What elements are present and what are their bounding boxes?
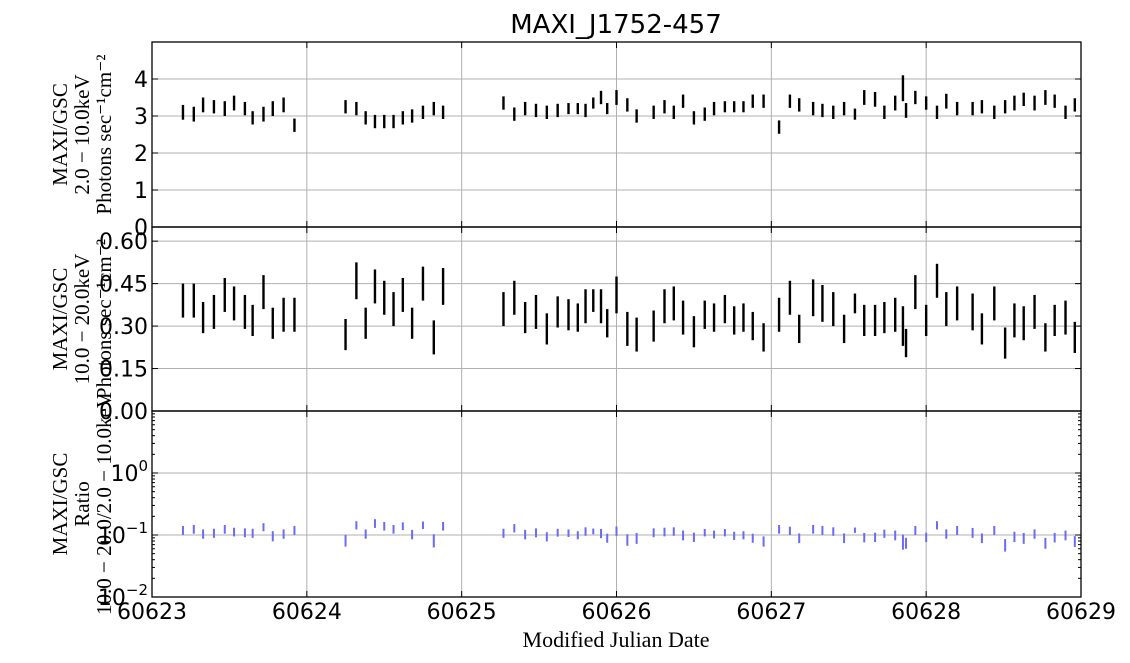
x-tick-label: 60624 xyxy=(272,600,342,625)
y-axis-label-line: MAXI/GSC xyxy=(48,453,72,556)
y-tick-label: 1 xyxy=(134,179,148,204)
y-tick-label: 0.00 xyxy=(99,400,148,425)
x-tick-label: 60628 xyxy=(891,600,961,625)
y-axis-label-line: 10.0 − 20.0/2.0 − 10.0keV xyxy=(92,393,116,615)
x-tick-label: 60623 xyxy=(117,600,187,625)
y-tick-label: 0.60 xyxy=(99,230,148,255)
x-tick-label: 60627 xyxy=(736,600,806,625)
panel-frame xyxy=(151,410,1082,598)
y-axis-label-line: Photons sec⁻¹cm⁻² xyxy=(92,54,116,214)
y-axis-label-line: MAXI/GSC xyxy=(48,83,72,186)
y-tick-label: 100 xyxy=(110,457,148,487)
chart-title: MAXI_J1752-457 xyxy=(510,10,722,40)
x-tick-label: 60629 xyxy=(1046,600,1116,625)
y-tick-label: 0.45 xyxy=(99,273,148,298)
x-tick-label: 60626 xyxy=(582,600,652,625)
y-tick-label: 0.15 xyxy=(99,358,148,383)
y-tick-label: 3 xyxy=(134,105,148,130)
y-axis-label-line: Photons sec⁻¹cm⁻² xyxy=(92,239,116,399)
y-axis-label-line: 10.0 − 20.0keV xyxy=(70,254,94,385)
y-axis-label-line: MAXI/GSC xyxy=(48,268,72,371)
y-tick-label: 0 xyxy=(134,216,148,241)
x-tick-label: 60625 xyxy=(427,600,497,625)
y-tick-label: 4 xyxy=(134,68,148,93)
x-axis-label: Modified Julian Date xyxy=(523,627,710,652)
y-tick-label: 10−1 xyxy=(98,519,148,549)
y-tick-label: 10−2 xyxy=(98,581,148,611)
y-tick-label: 2 xyxy=(134,142,148,167)
y-tick-label: 0.30 xyxy=(99,315,148,340)
y-axis-label-line: 2.0 − 10.0keV xyxy=(70,74,94,194)
y-axis-label-line: Ratio xyxy=(70,481,94,527)
